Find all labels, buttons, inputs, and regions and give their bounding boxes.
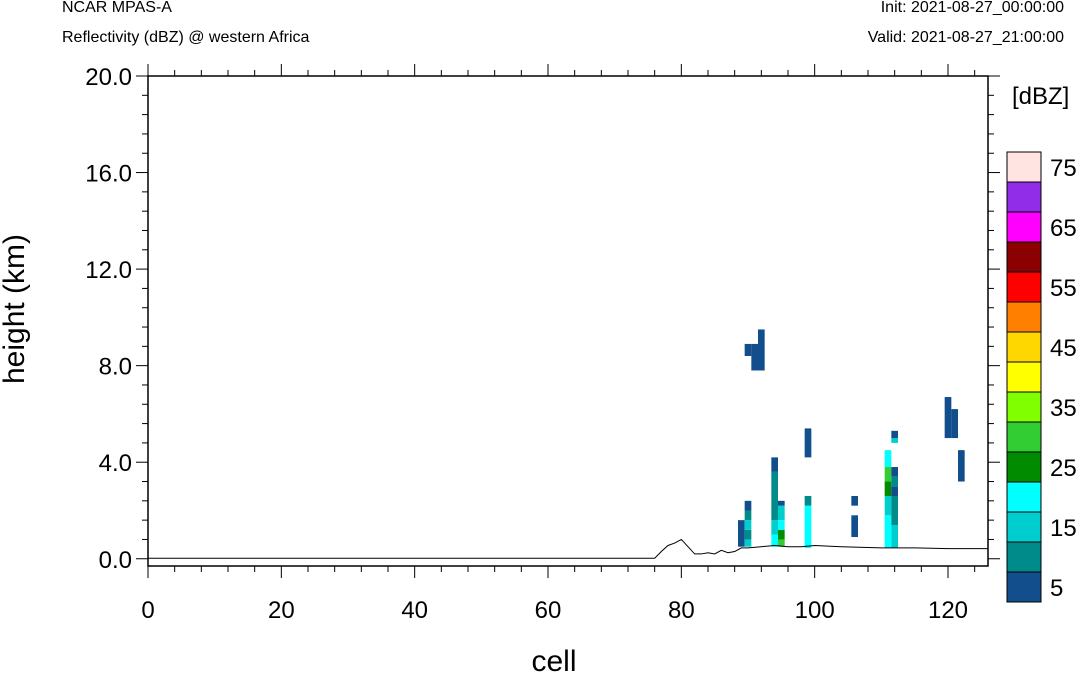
plot-border bbox=[147, 75, 989, 567]
x-tick-label: 120 bbox=[928, 597, 968, 624]
reflectivity-cell bbox=[744, 539, 752, 547]
reflectivity-cell bbox=[884, 481, 892, 496]
colorbar: 5 15 25 35 45 55 65 75 [dBZ] bbox=[1006, 83, 1077, 603]
colorbar-swatch bbox=[1007, 452, 1041, 482]
terrain-line bbox=[148, 538, 988, 559]
reflectivity-cell bbox=[771, 471, 778, 521]
model-name: NCAR MPAS-A bbox=[62, 0, 172, 16]
reflectivity-cell bbox=[778, 539, 785, 547]
reflectivity-cell bbox=[891, 486, 898, 496]
reflectivity-cell bbox=[744, 520, 752, 530]
terrain-profile bbox=[148, 538, 988, 559]
colorbar-swatch bbox=[1007, 512, 1041, 542]
x-tick-label: 0 bbox=[141, 597, 154, 624]
colorbar-tick-label: 5 bbox=[1050, 575, 1063, 602]
reflectivity-cell bbox=[884, 496, 892, 516]
colorbar-swatch bbox=[1007, 272, 1041, 302]
x-tick-label: 100 bbox=[795, 597, 835, 624]
colorbar-swatch bbox=[1007, 482, 1041, 512]
y-tick-label: 12.0 bbox=[85, 257, 132, 284]
x-tick-label: 40 bbox=[401, 597, 428, 624]
colorbar-swatch bbox=[1007, 392, 1041, 422]
colorbar-tick-label: 25 bbox=[1050, 455, 1077, 482]
valid-time: Valid: 2021-08-27_21:00:00 bbox=[867, 29, 1064, 46]
colorbar-swatch bbox=[1007, 212, 1041, 242]
colorbar-tick-label: 15 bbox=[1050, 515, 1077, 542]
reflectivity-cell bbox=[778, 529, 785, 540]
reflectivity-cell bbox=[771, 520, 778, 535]
reflectivity-cell bbox=[778, 520, 785, 530]
reflectivity-cell bbox=[851, 496, 858, 506]
y-tick-label: 20.0 bbox=[85, 64, 132, 91]
reflectivity-cell bbox=[744, 529, 752, 540]
reflectivity-cell bbox=[944, 397, 952, 439]
y-tick-label: 16.0 bbox=[85, 161, 132, 188]
colorbar-swatch bbox=[1007, 572, 1041, 602]
colorbar-swatch bbox=[1007, 362, 1041, 392]
colorbar-swatch bbox=[1007, 422, 1041, 452]
reflectivity-cell bbox=[884, 515, 892, 548]
reflectivity-cell bbox=[778, 505, 785, 521]
reflectivity-cell bbox=[758, 329, 765, 371]
reflectivity-cell bbox=[804, 496, 812, 506]
reflectivity-cell bbox=[891, 438, 898, 443]
reflectivity-cell bbox=[891, 430, 898, 439]
colorbar-swatch bbox=[1007, 182, 1041, 212]
colorbar-tick-label: 45 bbox=[1050, 335, 1077, 362]
reflectivity-cell bbox=[744, 500, 752, 511]
reflectivity-cell bbox=[891, 524, 898, 548]
colorbar-unit-label: [dBZ] bbox=[1012, 83, 1069, 110]
reflectivity-cell bbox=[804, 505, 812, 548]
reflectivity-cell bbox=[884, 450, 892, 468]
colorbar-tick-label: 75 bbox=[1050, 155, 1077, 182]
y-tick-label: 8.0 bbox=[99, 354, 132, 381]
colorbar-tick-label: 35 bbox=[1050, 395, 1077, 422]
reflectivity-cell bbox=[778, 500, 785, 506]
reflectivity-cell bbox=[738, 520, 745, 547]
reflectivity-cell bbox=[891, 467, 898, 477]
reflectivity-cell bbox=[744, 343, 752, 356]
field-title: Reflectivity (dBZ) @ western Africa bbox=[62, 29, 310, 46]
colorbar-swatch bbox=[1007, 152, 1041, 182]
x-axis-label: cell bbox=[531, 645, 576, 677]
colorbar-swatch bbox=[1007, 302, 1041, 332]
reflectivity-cell bbox=[884, 467, 892, 482]
colorbar-border bbox=[1006, 151, 1042, 603]
reflectivity-cell bbox=[771, 534, 778, 547]
y-tick-label: 0.0 bbox=[99, 547, 132, 574]
reflectivity-cell bbox=[771, 457, 778, 472]
reflectivity-cell bbox=[804, 428, 812, 458]
colorbar-swatch bbox=[1007, 542, 1041, 572]
y-tick-label: 4.0 bbox=[99, 450, 132, 477]
colorbar-swatch bbox=[1007, 242, 1041, 272]
x-tick-label: 60 bbox=[535, 597, 562, 624]
plot-frame: 0 20 40 60 80 100 120 0.0 4.0 8.0 12.0 16.0 20.0 cell… bbox=[0, 64, 1000, 677]
reflectivity-cell bbox=[958, 450, 965, 482]
reflectivity-cell bbox=[951, 409, 958, 439]
x-tick-label: 80 bbox=[668, 597, 695, 624]
reflectivity-cell bbox=[751, 343, 758, 371]
reflectivity-cell bbox=[891, 476, 898, 487]
y-axis-label: height (km) bbox=[0, 234, 31, 384]
colorbar-swatch bbox=[1007, 332, 1041, 362]
init-time: Init: 2021-08-27_00:00:00 bbox=[880, 0, 1064, 16]
reflectivity-cell bbox=[851, 515, 858, 538]
colorbar-tick-label: 65 bbox=[1050, 215, 1077, 242]
x-tick-label: 20 bbox=[268, 597, 295, 624]
colorbar-tick-label: 55 bbox=[1050, 275, 1077, 302]
reflectivity-cell bbox=[744, 510, 752, 521]
reflectivity-cells bbox=[738, 329, 965, 548]
reflectivity-cell bbox=[891, 496, 898, 525]
